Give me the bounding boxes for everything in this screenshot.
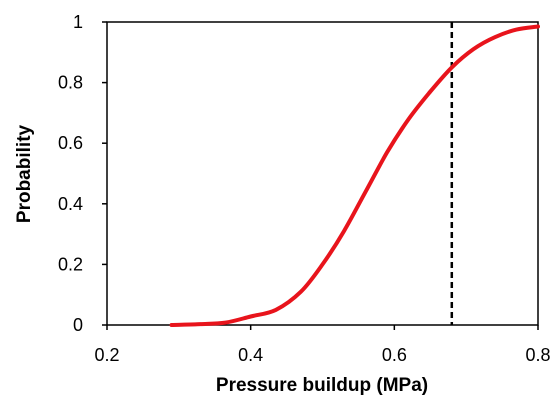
y-tick-label: 0 (73, 315, 83, 335)
y-tick-label: 0.6 (58, 133, 83, 153)
plot-frame (106, 21, 539, 326)
y-tick-label: 0.8 (58, 73, 83, 93)
y-tick-label: 0.2 (58, 254, 83, 274)
y-axis-title: Probability (14, 124, 35, 223)
y-axis-ticks: 0 0.2 0.4 0.6 0.8 1 (58, 12, 107, 335)
x-tick-label: 0.2 (94, 345, 119, 365)
x-axis-title: Pressure buildup (MPa) (216, 375, 428, 396)
x-axis-ticks: 0.2 0.4 0.6 0.8 (94, 325, 551, 365)
x-tick-label: 0.6 (382, 345, 407, 365)
y-tick-label: 1 (73, 12, 83, 32)
x-tick-label: 0.8 (525, 345, 550, 365)
x-tick-label: 0.4 (238, 345, 263, 365)
probability-curve (169, 24, 540, 327)
y-tick-label: 0.4 (58, 194, 83, 214)
